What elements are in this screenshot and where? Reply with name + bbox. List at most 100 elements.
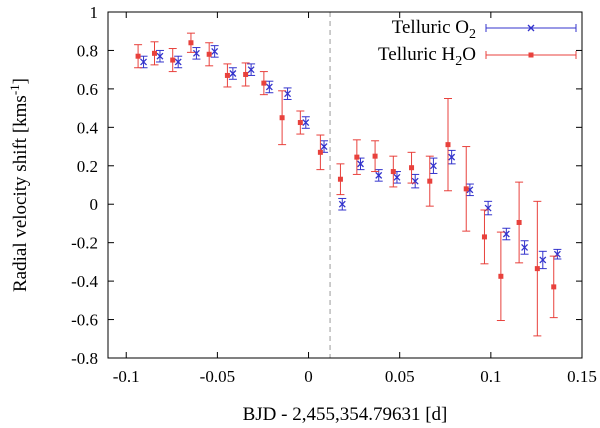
y-axis-title-close: ]	[10, 78, 31, 84]
marker-stroke	[375, 171, 383, 179]
data-point	[170, 57, 176, 63]
marker-stroke	[338, 200, 346, 208]
marker-stroke	[527, 24, 535, 32]
data-point	[375, 171, 383, 179]
data-point	[224, 72, 230, 78]
plot-frame	[107, 11, 583, 359]
data-point	[409, 165, 415, 171]
data-point	[192, 49, 200, 57]
data-point	[445, 142, 451, 148]
data-point	[284, 90, 292, 98]
marker-stroke	[156, 52, 164, 60]
y-tick-label: 0.2	[77, 157, 98, 176]
legend: Telluric O2 Telluric H2O	[378, 17, 577, 69]
marker-stroke	[247, 66, 255, 74]
marker-stroke	[521, 244, 529, 251]
legend-key-h2o	[485, 51, 577, 59]
data-point	[279, 115, 285, 121]
series-h2o	[134, 32, 558, 337]
data-point	[516, 219, 522, 225]
data-point	[534, 266, 540, 272]
x-axis-title: BJD - 2,455,354.79631 [d]	[243, 404, 448, 425]
marker-stroke	[302, 119, 310, 126]
marker-stroke	[393, 173, 401, 181]
y-tick-label: 0.6	[77, 80, 98, 99]
marker-stroke	[211, 47, 219, 55]
data-point	[521, 244, 529, 251]
data-point	[247, 66, 255, 74]
data-point	[429, 162, 437, 170]
data-point	[320, 143, 328, 151]
y-tick-label: -0.6	[71, 311, 98, 330]
data-point	[372, 153, 378, 159]
legend-h2o-subscript: 2	[455, 54, 462, 69]
y-axis-title: Radial velocity shift [kms-1]	[7, 78, 31, 292]
data-point	[140, 58, 148, 66]
marker-stroke	[229, 70, 237, 77]
data-point	[297, 120, 303, 126]
data-point	[337, 176, 343, 182]
data-point	[448, 153, 456, 161]
data-point	[188, 40, 194, 46]
data-point	[539, 256, 547, 264]
data-point	[156, 52, 164, 60]
y-tick-label: -0.4	[71, 272, 98, 291]
marker-stroke	[466, 186, 474, 194]
marker-stroke	[265, 83, 273, 91]
series-o2	[139, 45, 562, 270]
x-tick-label: -0.05	[200, 367, 235, 386]
data-point	[243, 71, 249, 77]
legend-label-h2o: Telluric H2O	[378, 44, 476, 69]
y-tick-label: 0.8	[77, 41, 98, 60]
marker-stroke	[502, 230, 510, 238]
y-tick-label: 0.4	[77, 118, 99, 137]
marker-stroke	[174, 58, 182, 66]
marker-stroke	[539, 256, 547, 264]
y-tick-label: 0	[90, 195, 99, 214]
data-point	[174, 58, 182, 66]
data-point	[302, 119, 310, 126]
legend-label-o2: Telluric O2	[392, 17, 476, 42]
marker-stroke	[284, 90, 292, 98]
x-tick-label: 0.1	[480, 367, 501, 386]
marker-stroke	[429, 162, 437, 170]
legend-o2-subscript: 2	[469, 27, 476, 42]
data-point	[354, 154, 360, 160]
data-point	[265, 83, 273, 91]
y-tick-label: -0.8	[71, 349, 98, 368]
marker-stroke	[140, 58, 148, 66]
legend-h2o-main: Telluric H	[378, 44, 456, 65]
x-tick-label: -0.1	[113, 367, 140, 386]
x-tick-label: 0.15	[567, 367, 597, 386]
data-point	[135, 53, 141, 59]
data-point	[463, 186, 469, 192]
marker-stroke	[357, 160, 364, 168]
legend-o2-main: Telluric O	[392, 17, 469, 38]
series-layer	[134, 32, 562, 337]
data-point	[498, 273, 504, 279]
data-point	[151, 50, 157, 56]
data-point	[393, 173, 401, 181]
data-point	[390, 169, 396, 175]
y-axis-title-main: Radial velocity shift [kms	[10, 95, 31, 292]
legend-key-o2	[485, 24, 577, 32]
data-point	[357, 160, 364, 168]
legend-key-marker	[528, 52, 534, 58]
y-tick-label: 1	[90, 3, 99, 22]
y-tick-label: -0.2	[71, 234, 98, 253]
data-point	[317, 149, 323, 155]
marker-stroke	[448, 153, 456, 161]
legend-key-marker	[527, 24, 535, 32]
x-tick-label: 0.05	[385, 367, 415, 386]
legend-h2o-tail: O	[462, 44, 476, 65]
y-axis-title-superscript: -1	[7, 84, 22, 95]
marker-stroke	[320, 143, 328, 151]
tick-layer: -0.1 -0.05 0 0.05 0.1 0.15 -0.8 -0.6 -0.4 -0.2 0 0.…	[71, 3, 597, 386]
data-point	[211, 47, 219, 55]
data-point	[427, 178, 433, 184]
data-point	[261, 80, 267, 86]
data-point	[481, 234, 487, 240]
data-point	[206, 51, 212, 57]
data-point	[229, 70, 237, 77]
